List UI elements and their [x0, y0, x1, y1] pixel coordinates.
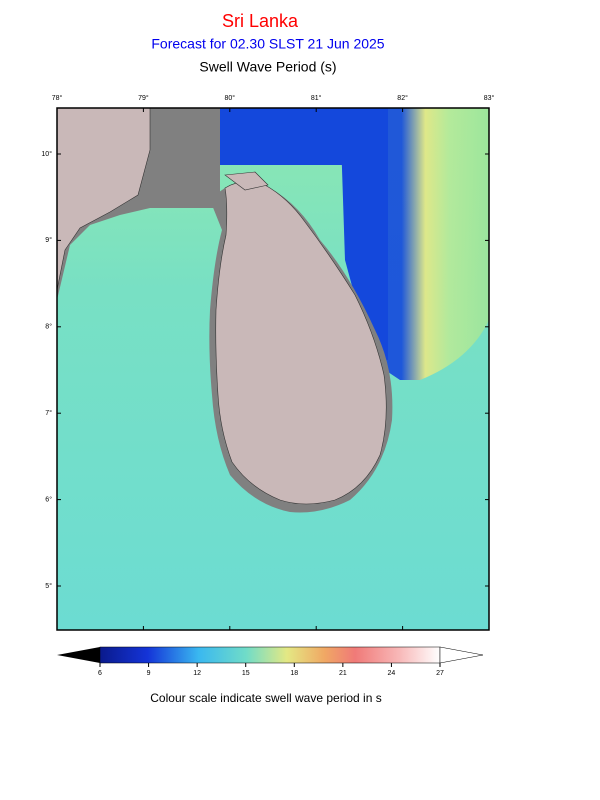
colorbar-tick-label: 21	[339, 670, 347, 677]
jaffna-peninsula	[224, 171, 269, 191]
colorbar-tick-label: 15	[242, 670, 250, 677]
blue-zone	[340, 108, 388, 360]
lat-tick-label: 7°	[45, 409, 52, 417]
lon-tick-label: 82°	[397, 94, 408, 102]
lat-tick-label: 8°	[45, 323, 52, 331]
colorbar-tick-label: 24	[388, 670, 396, 677]
colorbar-tick-label: 27	[436, 670, 444, 677]
variable-title: Swell Wave Period (s)	[199, 59, 336, 75]
india-land	[57, 108, 151, 291]
sri-lanka-land	[215, 180, 387, 505]
lat-tick-label: 10°	[41, 150, 52, 158]
colorbar-high-triangle	[439, 646, 484, 664]
axis-ticks: 78° 79° 80° 81° 82° 83° 10° 9° 8° 7° 6° 5° 6 9 12 15 18 2…	[41, 94, 494, 677]
lon-tick-label: 83°	[484, 94, 495, 102]
lon-tick-label: 81°	[311, 94, 322, 102]
colorbar-low-triangle	[57, 647, 100, 663]
map-frame	[56, 107, 490, 631]
lat-tick-label: 5°	[45, 582, 52, 590]
lon-tick-label: 79°	[138, 94, 149, 102]
title: Sri Lanka	[222, 11, 299, 31]
colorbar-tick-label: 9	[147, 670, 151, 677]
blue-zone	[220, 108, 345, 165]
colorbar-caption: Colour scale indicate swell wave period …	[150, 691, 381, 705]
colorbar-tick-label: 6	[98, 670, 102, 677]
lat-tick-label: 6°	[45, 495, 52, 503]
colorbar	[99, 646, 441, 664]
lat-tick-label: 9°	[45, 236, 52, 244]
lon-tick-label: 78°	[52, 94, 63, 102]
map-area	[57, 108, 489, 630]
colorbar-tick-label: 12	[193, 670, 201, 677]
colorbar-tick-label: 18	[290, 670, 298, 677]
subtitle: Forecast for 02.30 SLST 21 Jun 2025	[151, 36, 384, 52]
lon-tick-label: 80°	[225, 94, 236, 102]
